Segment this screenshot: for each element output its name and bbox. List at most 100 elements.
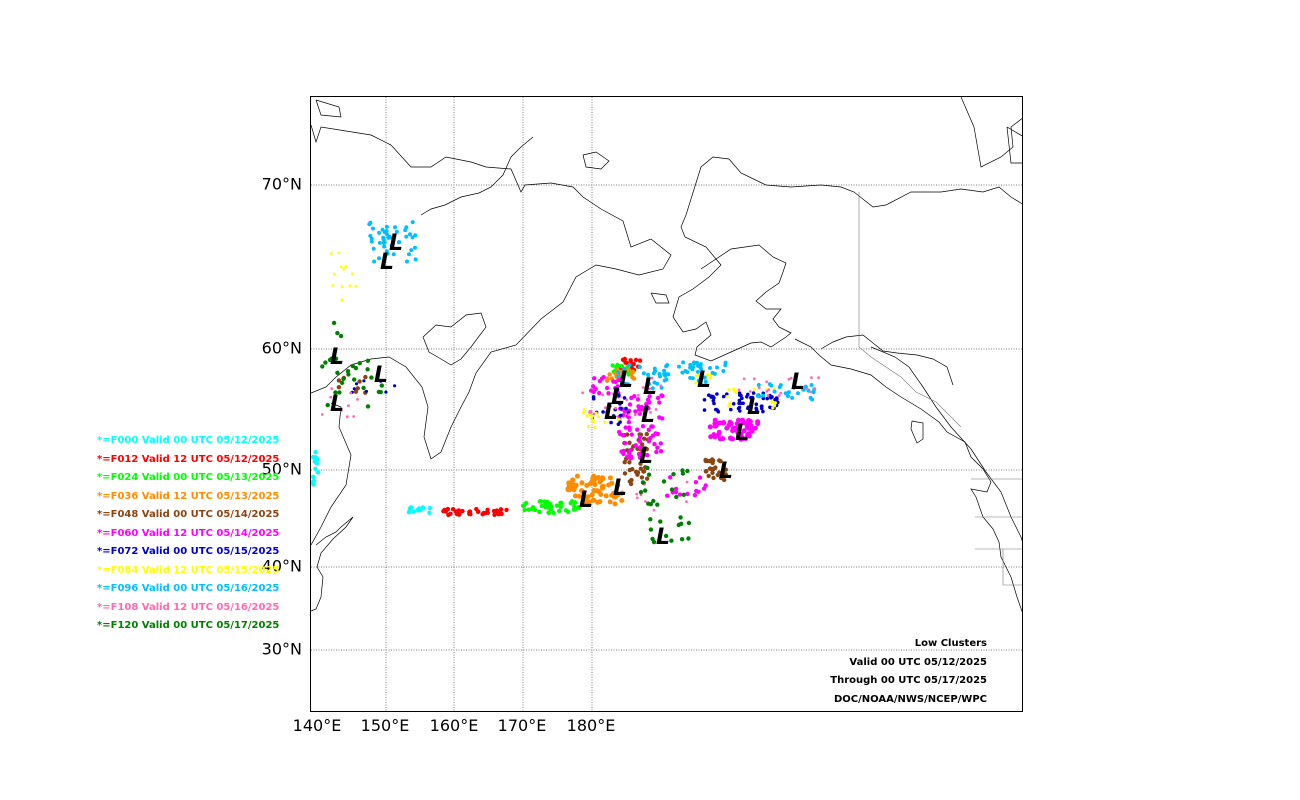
low-point	[633, 413, 637, 417]
low-point	[311, 478, 317, 483]
low-point	[591, 396, 596, 401]
graticule	[311, 97, 1022, 711]
low-point	[655, 381, 660, 386]
low-point	[727, 388, 731, 392]
low-point	[791, 385, 796, 390]
low-point	[650, 433, 656, 438]
low-point	[320, 413, 324, 416]
low-point	[725, 395, 729, 399]
low-point	[751, 391, 756, 395]
low-point	[655, 502, 660, 507]
low-point	[556, 508, 562, 514]
low-point	[610, 363, 615, 368]
product-title: Low Clusters	[914, 638, 987, 649]
low-point	[655, 395, 661, 401]
low-point	[588, 410, 591, 414]
low-point	[695, 360, 699, 365]
low-point	[765, 380, 769, 384]
low-point	[382, 230, 387, 235]
low-point	[813, 387, 817, 390]
low-point	[721, 369, 726, 373]
low-point	[581, 391, 584, 395]
low-point	[601, 393, 605, 397]
low-point	[680, 468, 685, 473]
low-point	[381, 240, 386, 245]
low-point	[761, 393, 766, 398]
low-point	[427, 505, 433, 511]
low-point	[607, 409, 611, 413]
low-point	[349, 391, 353, 395]
low-point	[703, 469, 709, 474]
low-point	[384, 224, 389, 229]
low-point	[563, 508, 569, 513]
political-borders	[858, 192, 1022, 586]
low-point	[365, 404, 371, 409]
low-point	[445, 506, 451, 512]
low-point	[649, 424, 654, 429]
info-box: Low Clusters Valid 00 UTC 05/12/2025 Thr…	[800, 637, 987, 711]
low-point	[522, 507, 527, 513]
low-point	[448, 511, 453, 516]
low-point	[498, 507, 504, 512]
low-point	[632, 394, 637, 399]
low-center-label: L	[643, 375, 657, 400]
low-point	[657, 372, 662, 376]
low-point	[499, 511, 504, 517]
low-point	[627, 413, 631, 416]
low-point	[647, 394, 652, 399]
low-point	[492, 512, 497, 517]
low-center-label: L	[656, 525, 670, 550]
low-point	[335, 370, 340, 375]
low-point	[336, 378, 342, 383]
low-point	[809, 390, 812, 394]
low-point	[638, 466, 644, 471]
low-point	[801, 387, 806, 392]
low-point	[769, 383, 774, 388]
low-point	[339, 408, 343, 412]
low-point	[601, 410, 605, 414]
low-point	[773, 397, 777, 402]
low-point	[582, 408, 586, 412]
low-point	[339, 265, 343, 269]
low-point	[695, 374, 699, 378]
low-point	[737, 405, 742, 410]
low-point	[765, 396, 769, 401]
low-point	[715, 432, 721, 438]
low-point	[786, 390, 791, 395]
low-point	[601, 375, 606, 380]
low-point	[677, 492, 683, 497]
low-center-label: L	[380, 250, 394, 275]
low-point	[671, 472, 676, 477]
low-point	[341, 376, 346, 381]
low-point	[331, 284, 335, 287]
low-point	[755, 421, 761, 427]
low-point	[394, 229, 399, 234]
low-point	[653, 369, 658, 374]
low-point	[711, 398, 716, 403]
low-point	[779, 391, 783, 395]
low-point	[778, 383, 783, 388]
low-point	[460, 508, 465, 514]
low-point	[581, 411, 585, 415]
low-point	[622, 409, 628, 414]
low-point	[523, 500, 529, 506]
low-point	[594, 411, 598, 415]
low-point	[592, 376, 597, 381]
low-point	[648, 387, 651, 390]
low-point	[330, 252, 333, 255]
low-point	[696, 489, 701, 494]
low-point	[737, 398, 742, 403]
low-point	[739, 401, 743, 406]
low-point	[612, 501, 618, 507]
low-point	[745, 395, 749, 399]
low-point	[660, 393, 665, 399]
low-point	[745, 432, 751, 438]
legend-item: *=F024 Valid 00 UTC 05/13/2025	[97, 472, 280, 483]
low-point	[384, 249, 389, 254]
low-point	[666, 372, 671, 377]
low-point	[418, 507, 423, 513]
low-point	[712, 401, 716, 406]
low-center-label: L	[579, 488, 593, 513]
low-point	[410, 220, 415, 225]
